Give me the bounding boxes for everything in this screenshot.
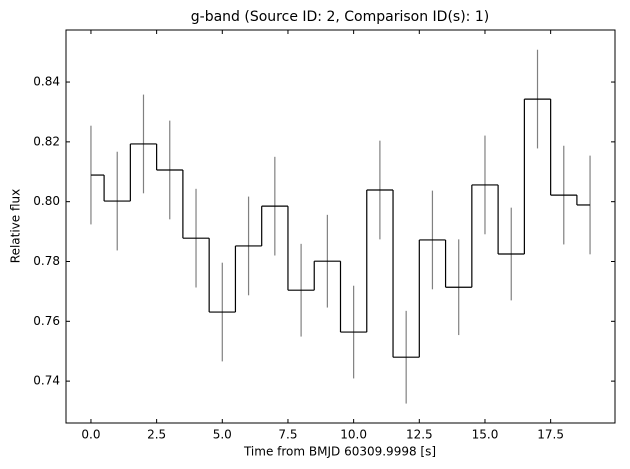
x-tick-label: 10.0 [340, 428, 367, 442]
x-tick-label: 12.5 [406, 428, 433, 442]
y-tick-label: 0.80 [33, 194, 60, 208]
x-tick-label: 15.0 [472, 428, 499, 442]
y-tick-label: 0.78 [33, 254, 60, 268]
x-tick-label: 7.5 [278, 428, 297, 442]
y-tick-label: 0.76 [33, 314, 60, 328]
x-axis-label: Time from BMJD 60309.9998 [s] [243, 445, 436, 459]
x-tick-label: 5.0 [213, 428, 232, 442]
x-tick-label: 0.0 [81, 428, 100, 442]
y-tick-label: 0.84 [33, 75, 60, 89]
x-tick-label: 2.5 [147, 428, 166, 442]
y-tick-label: 0.74 [33, 374, 60, 388]
x-tick-label: 17.5 [537, 428, 564, 442]
chart-title: g-band (Source ID: 2, Comparison ID(s): … [191, 9, 489, 25]
y-tick-label: 0.82 [33, 134, 60, 148]
y-axis-label: Relative flux [9, 189, 23, 263]
plot-frame [65, 29, 616, 424]
